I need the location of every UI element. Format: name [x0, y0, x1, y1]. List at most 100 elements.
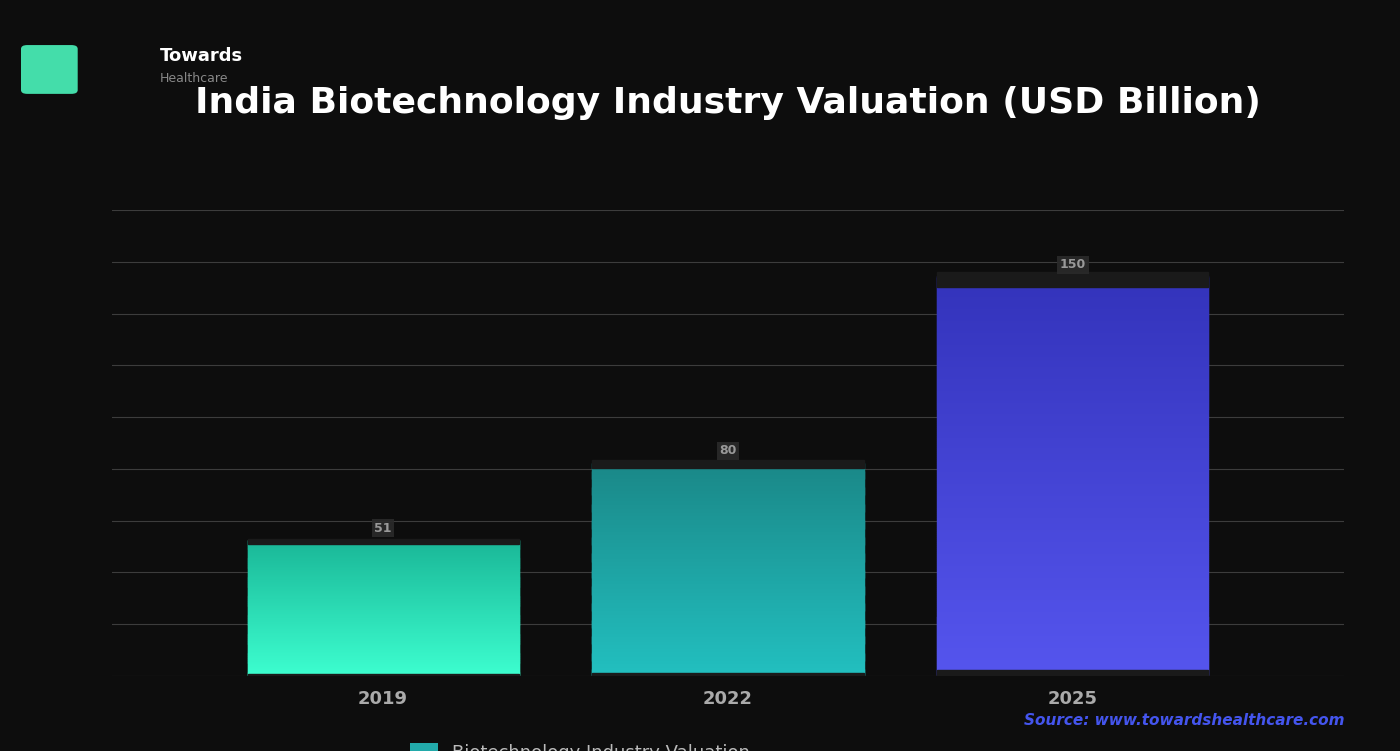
Bar	[248, 665, 518, 666]
Bar	[592, 671, 864, 673]
Bar	[592, 629, 864, 630]
Bar	[938, 578, 1208, 580]
Bar	[248, 549, 518, 550]
Bar	[592, 519, 864, 520]
Bar	[592, 554, 864, 556]
Bar	[248, 640, 518, 641]
Bar	[938, 496, 1208, 499]
Bar	[938, 552, 1208, 554]
Bar	[592, 582, 864, 584]
Bar	[938, 342, 1208, 345]
Bar	[248, 631, 518, 632]
Bar	[938, 294, 1208, 297]
Bar	[248, 653, 518, 654]
Bar	[592, 560, 864, 562]
Bar	[938, 444, 1208, 446]
Bar	[938, 362, 1208, 364]
Bar	[248, 562, 518, 563]
Bar	[592, 460, 864, 469]
Bar	[592, 507, 864, 509]
Bar	[592, 587, 864, 589]
Bar	[248, 639, 518, 641]
Bar	[248, 626, 518, 627]
Bar	[592, 575, 864, 576]
Bar	[248, 645, 518, 646]
Bar	[938, 280, 1208, 283]
Bar	[592, 470, 864, 472]
Bar	[938, 553, 1208, 556]
Bar	[248, 590, 518, 592]
Bar	[592, 480, 864, 481]
Bar	[938, 599, 1208, 602]
Bar	[248, 568, 518, 569]
Bar	[938, 550, 1208, 552]
Bar	[248, 613, 518, 614]
Bar	[938, 522, 1208, 524]
Bar	[248, 538, 518, 544]
Bar	[938, 502, 1208, 504]
Bar	[592, 531, 864, 532]
Bar	[248, 563, 518, 565]
Bar	[938, 322, 1208, 324]
Bar	[938, 302, 1208, 305]
Bar	[938, 596, 1208, 598]
Bar	[248, 673, 518, 674]
Bar	[938, 569, 1208, 572]
Bar	[592, 659, 864, 660]
Bar	[592, 593, 864, 595]
Bar	[938, 516, 1208, 518]
Bar	[248, 637, 518, 638]
Bar	[248, 649, 518, 650]
Bar	[592, 555, 864, 556]
Bar	[938, 480, 1208, 482]
Bar	[248, 623, 518, 624]
Bar	[248, 671, 518, 672]
Bar	[938, 520, 1208, 522]
Bar	[938, 402, 1208, 405]
Bar	[592, 578, 864, 580]
Bar	[592, 615, 864, 617]
Bar	[592, 662, 864, 664]
Bar	[938, 626, 1208, 628]
Bar	[938, 650, 1208, 652]
Bar	[248, 660, 518, 661]
Bar	[248, 620, 518, 622]
Bar	[938, 328, 1208, 330]
Bar	[248, 577, 518, 578]
Bar	[592, 673, 864, 675]
Bar	[592, 611, 864, 613]
Bar	[248, 546, 518, 547]
Bar	[938, 647, 1208, 650]
Bar	[592, 539, 864, 541]
Bar	[248, 663, 518, 665]
Bar	[592, 571, 864, 573]
Bar	[938, 330, 1208, 333]
Bar	[248, 550, 518, 552]
Bar	[592, 469, 864, 470]
Bar	[248, 667, 518, 668]
Bar	[938, 304, 1208, 306]
Bar	[938, 324, 1208, 327]
Bar	[938, 448, 1208, 451]
Bar	[938, 428, 1208, 430]
Bar	[592, 609, 864, 611]
FancyBboxPatch shape	[21, 45, 77, 94]
Bar	[938, 575, 1208, 578]
Bar	[592, 542, 864, 544]
Bar	[248, 614, 518, 616]
Bar	[248, 540, 518, 541]
Bar	[592, 596, 864, 597]
Bar	[248, 593, 518, 594]
Bar	[248, 634, 518, 635]
Bar	[938, 276, 1208, 279]
Bar	[938, 394, 1208, 397]
Bar	[592, 605, 864, 607]
Bar	[592, 588, 864, 590]
Bar	[592, 654, 864, 656]
Bar	[592, 652, 864, 653]
Bar	[248, 670, 518, 671]
Bar	[248, 617, 518, 619]
Bar	[938, 344, 1208, 347]
Bar	[248, 608, 518, 609]
Bar	[248, 636, 518, 638]
